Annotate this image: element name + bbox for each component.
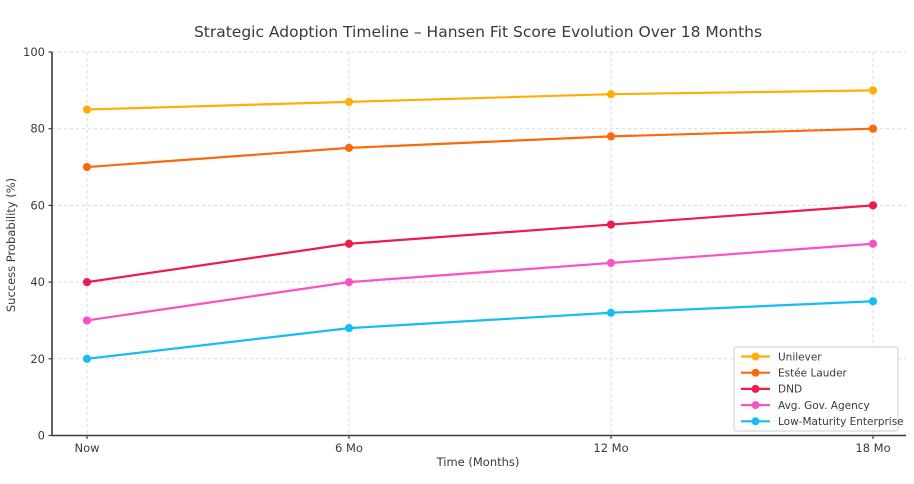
series-line-low-maturity-enterprise — [85, 300, 875, 360]
data-point-est-e-lauder-now — [82, 162, 92, 172]
chart-title: Strategic Adoption Timeline – Hansen Fit… — [194, 23, 762, 41]
legend-item-est-e-lauder: Estée Lauder — [741, 368, 848, 380]
data-point-low-maturity-enterprise-now — [82, 354, 92, 363]
data-point-avg-gov-agency-now — [82, 316, 92, 325]
x-tick-label-now: Now — [74, 441, 99, 455]
data-point-avg-gov-agency-18-mo — [868, 239, 878, 248]
y-tick-label-40: 40 — [30, 275, 45, 289]
legend-marker-est-e-lauder — [751, 368, 760, 377]
x-tick-label-18-mo: 18 Mo — [855, 441, 890, 455]
legend-item-dnd: DND — [741, 384, 802, 396]
x-tick-label-6-mo: 6 Mo — [335, 441, 363, 455]
y-tick-label-20: 20 — [30, 352, 45, 366]
data-point-est-e-lauder-6-mo — [344, 143, 354, 152]
series-line-est-e-lauder — [85, 127, 875, 169]
data-point-unilever-now — [82, 105, 92, 114]
legend-label-unilever: Unilever — [778, 351, 822, 363]
data-point-dnd-6-mo — [344, 239, 354, 248]
legend-marker-unilever — [751, 352, 760, 361]
legend-marker-low-maturity-enterprise — [751, 417, 760, 426]
data-point-dnd-12-mo — [606, 220, 616, 229]
y-tick-label-0: 0 — [38, 429, 45, 443]
data-point-avg-gov-agency-6-mo — [344, 278, 354, 287]
data-point-low-maturity-enterprise-12-mo — [606, 308, 616, 317]
series-line-dnd — [85, 204, 875, 284]
legend-item-unilever: Unilever — [741, 351, 822, 363]
y-tick-label-80: 80 — [30, 122, 45, 136]
y-axis-label: Success Probability (%) — [4, 178, 18, 312]
data-point-est-e-lauder-18-mo — [868, 124, 878, 133]
data-point-unilever-6-mo — [344, 97, 354, 106]
legend-box — [733, 346, 899, 432]
legend-item-avg-gov-agency: Avg. Gov. Agency — [741, 400, 870, 412]
data-point-avg-gov-agency-12-mo — [606, 258, 616, 268]
legend-label-low-maturity-enterprise: Low-Maturity Enterprise — [778, 416, 904, 428]
data-point-low-maturity-enterprise-6-mo — [344, 324, 354, 333]
legend-label-avg-gov-agency: Avg. Gov. Agency — [778, 400, 870, 412]
y-tick-label-60: 60 — [30, 198, 45, 212]
legend-marker-dnd — [751, 384, 760, 393]
legend-marker-avg-gov-agency — [751, 401, 760, 410]
axes: 0 20 40 60 80 100 Now 6 Mo 12 Mo 18 Mo — [23, 45, 906, 455]
x-axis-label: Time (Months) — [436, 455, 520, 469]
data-point-dnd-now — [82, 278, 92, 287]
series-line-avg-gov-agency — [85, 242, 875, 322]
legend-label-dnd: DND — [778, 384, 802, 396]
data-point-low-maturity-enterprise-18-mo — [868, 297, 878, 306]
data-series — [82, 86, 878, 363]
series-line-unilever — [85, 89, 875, 111]
data-point-dnd-18-mo — [868, 201, 878, 210]
legend-item-low-maturity-enterprise: Low-Maturity Enterprise — [741, 416, 904, 428]
data-point-unilever-18-mo — [868, 86, 878, 95]
legend-label-est-e-lauder: Estée Lauder — [778, 368, 848, 380]
data-point-est-e-lauder-12-mo — [606, 132, 616, 141]
data-point-unilever-12-mo — [606, 90, 616, 99]
x-tick-label-12-mo: 12 Mo — [593, 441, 628, 455]
y-tick-label-100: 100 — [23, 45, 45, 59]
legend: Unilever Estée Lauder DND Avg. Gov. Agency L… — [733, 346, 904, 432]
